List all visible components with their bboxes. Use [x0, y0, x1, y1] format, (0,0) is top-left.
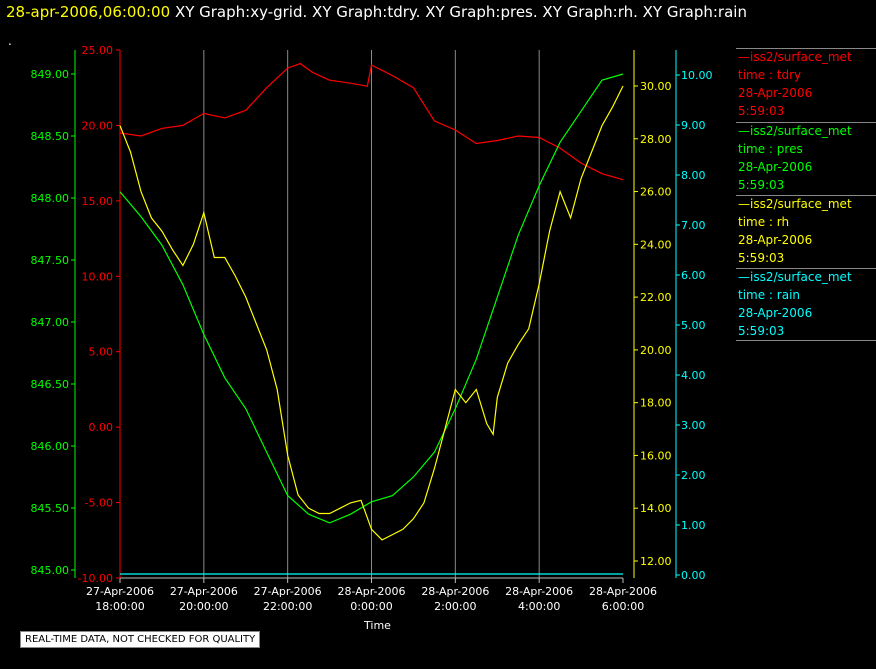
rh-tick-label: 16.00 [640, 449, 672, 462]
graph-name-0: XY Graph:xy-grid. [174, 3, 308, 21]
rh-tick-label: 26.00 [640, 186, 672, 199]
rh-tick-label: 28.00 [640, 133, 672, 146]
legend-source: iss2/surface_met [750, 124, 852, 138]
x-tick-label: 4:00:00 [518, 600, 560, 613]
x-tick-label: 28-Apr-2006 [589, 585, 657, 598]
quality-warning-note: REAL-TIME DATA, NOT CHECKED FOR QUALITY [20, 631, 261, 648]
graph-name-1: XY Graph:tdry. [312, 3, 421, 21]
legend-entry-rain: —iss2/surface_met time : rain 28-Apr-200… [736, 268, 876, 341]
graph-name-4: XY Graph:rain [642, 3, 747, 21]
tdry-tick-label: 5.00 [89, 346, 114, 359]
rain-tick-label: 9.00 [681, 119, 706, 132]
x-tick-label: 27-Apr-2006 [170, 585, 238, 598]
pres-tick-label: 846.00 [31, 440, 70, 453]
dot-marker: . [8, 34, 12, 48]
x-axis-label: Time [363, 619, 391, 632]
rain-tick-label: 7.00 [681, 219, 706, 232]
tdry-tick-label: 0.00 [89, 421, 114, 434]
legend-variable: time : rain [738, 288, 801, 302]
x-tick-label: 6:00:00 [602, 600, 644, 613]
tdry-tick-label: -5.00 [85, 497, 113, 510]
series-line-rh [119, 85, 624, 541]
rain-tick-label: 4.00 [681, 369, 706, 382]
x-tick-label: 22:00:00 [263, 600, 312, 613]
tdry-tick-label: -10.00 [78, 572, 113, 585]
legend-date: 28-Apr-2006 [738, 233, 813, 247]
rh-tick-label: 30.00 [640, 80, 672, 93]
pres-tick-label: 845.50 [31, 502, 70, 515]
x-tick-label: 2:00:00 [434, 600, 476, 613]
pres-tick-label: 848.50 [31, 130, 70, 143]
legend-time: 5:59:03 [738, 324, 785, 338]
legend-entry-rh: —iss2/surface_met time : rh 28-Apr-2006 … [736, 195, 876, 267]
legend-time: 5:59:03 [738, 104, 785, 118]
legend-time: 5:59:03 [738, 178, 785, 192]
timestamp-label: 28-apr-2006,06:00:00 [6, 3, 171, 21]
legend-source: iss2/surface_met [750, 50, 852, 64]
pres-tick-label: 846.50 [31, 378, 70, 391]
legend-variable: time : tdry [738, 68, 802, 82]
x-tick-label: 28-Apr-2006 [505, 585, 573, 598]
legend-variable: time : pres [738, 142, 803, 156]
x-tick-label: 27-Apr-2006 [86, 585, 154, 598]
rain-tick-label: 5.00 [681, 319, 706, 332]
tdry-tick-label: 20.00 [82, 119, 114, 132]
rain-tick-label: 3.00 [681, 419, 706, 432]
rh-tick-label: 20.00 [640, 344, 672, 357]
tdry-tick-label: 25.00 [82, 44, 114, 57]
graph-name-3: XY Graph:rh. [542, 3, 638, 21]
pres-tick-label: 845.00 [31, 564, 70, 577]
pres-tick-label: 847.50 [31, 254, 70, 267]
pres-tick-label: 848.00 [31, 192, 70, 205]
legend-time: 5:59:03 [738, 251, 785, 265]
legend-date: 28-Apr-2006 [738, 306, 813, 320]
series-line-pres [119, 73, 624, 524]
rain-tick-label: 6.00 [681, 269, 706, 282]
x-tick-label: 28-Apr-2006 [337, 585, 405, 598]
x-tick-label: 0:00:00 [350, 600, 392, 613]
rain-tick-label: 1.00 [681, 519, 706, 532]
legend-source: iss2/surface_met [750, 197, 852, 211]
tdry-tick-label: 10.00 [82, 270, 114, 283]
legend-entry-tdry: —iss2/surface_met time : tdry 28-Apr-200… [736, 48, 876, 120]
rh-tick-label: 22.00 [640, 291, 672, 304]
legend-source: iss2/surface_met [750, 270, 852, 284]
rain-tick-label: 10.00 [681, 69, 713, 82]
pres-tick-label: 849.00 [31, 68, 70, 81]
series-line-tdry [119, 62, 624, 181]
rh-tick-label: 24.00 [640, 238, 672, 251]
x-tick-label: 20:00:00 [179, 600, 228, 613]
tdry-tick-label: 15.00 [82, 195, 114, 208]
rain-tick-label: 8.00 [681, 169, 706, 182]
graph-name-2: XY Graph:pres. [425, 3, 538, 21]
x-tick-label: 28-Apr-2006 [421, 585, 489, 598]
chart-title-bar: 28-apr-2006,06:00:00 XY Graph:xy-grid. X… [6, 3, 747, 21]
legend-variable: time : rh [738, 215, 790, 229]
legend-date: 28-Apr-2006 [738, 86, 813, 100]
legend-date: 28-Apr-2006 [738, 160, 813, 174]
pres-tick-label: 847.00 [31, 316, 70, 329]
x-tick-label: 27-Apr-2006 [254, 585, 322, 598]
rain-tick-label: 2.00 [681, 469, 706, 482]
x-tick-label: 18:00:00 [95, 600, 144, 613]
rh-tick-label: 18.00 [640, 397, 672, 410]
legend-entry-pres: —iss2/surface_met time : pres 28-Apr-200… [736, 122, 876, 194]
rh-tick-label: 12.00 [640, 555, 672, 568]
rh-tick-label: 14.00 [640, 502, 672, 515]
rain-tick-label: 0.00 [681, 569, 706, 582]
